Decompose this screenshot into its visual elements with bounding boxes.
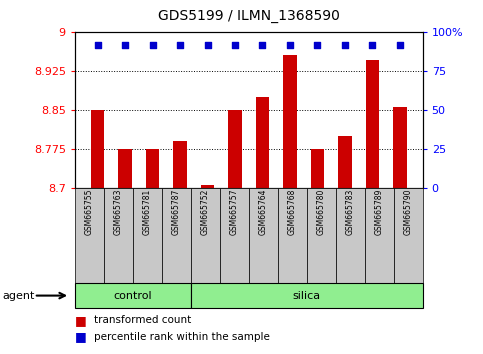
Bar xyxy=(146,149,159,188)
Text: GSM665780: GSM665780 xyxy=(317,189,326,235)
Bar xyxy=(311,149,325,188)
Bar xyxy=(228,110,242,188)
Text: agent: agent xyxy=(2,291,35,301)
Text: GSM665757: GSM665757 xyxy=(230,189,239,235)
Point xyxy=(204,42,212,48)
Point xyxy=(231,42,239,48)
Point xyxy=(94,42,101,48)
Bar xyxy=(173,141,187,188)
Bar xyxy=(393,107,407,188)
Point xyxy=(396,42,404,48)
Text: GSM665790: GSM665790 xyxy=(404,189,412,235)
Bar xyxy=(200,185,214,188)
Text: silica: silica xyxy=(293,291,321,301)
Text: GSM665781: GSM665781 xyxy=(143,189,152,235)
Point xyxy=(121,42,129,48)
Point xyxy=(176,42,184,48)
Point xyxy=(258,42,266,48)
Text: control: control xyxy=(114,291,152,301)
Point xyxy=(313,42,321,48)
Bar xyxy=(283,55,297,188)
Point xyxy=(341,42,349,48)
Point xyxy=(286,42,294,48)
Text: GSM665789: GSM665789 xyxy=(375,189,384,235)
Text: GDS5199 / ILMN_1368590: GDS5199 / ILMN_1368590 xyxy=(158,9,340,23)
Text: GSM665783: GSM665783 xyxy=(346,189,355,235)
Text: GSM665764: GSM665764 xyxy=(259,189,268,235)
Text: percentile rank within the sample: percentile rank within the sample xyxy=(94,332,270,342)
Text: transformed count: transformed count xyxy=(94,315,191,325)
Text: ■: ■ xyxy=(75,331,86,343)
Text: GSM665768: GSM665768 xyxy=(288,189,297,235)
Text: GSM665755: GSM665755 xyxy=(85,189,94,235)
Text: ■: ■ xyxy=(75,314,86,327)
Bar xyxy=(338,136,352,188)
Point xyxy=(149,42,156,48)
Bar xyxy=(366,61,379,188)
Bar xyxy=(118,149,132,188)
Bar xyxy=(256,97,270,188)
Point xyxy=(369,42,376,48)
Text: GSM665787: GSM665787 xyxy=(172,189,181,235)
Bar xyxy=(91,110,104,188)
Text: GSM665752: GSM665752 xyxy=(201,189,210,235)
Text: GSM665763: GSM665763 xyxy=(114,189,123,235)
